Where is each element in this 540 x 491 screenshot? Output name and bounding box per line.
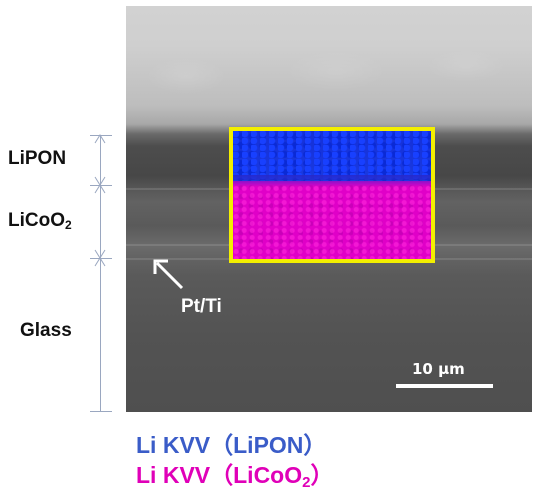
pointer-arrow-icon — [153, 259, 184, 290]
glass-layer-label: Glass — [20, 320, 72, 341]
legend-entry-licoo2: Li KVV（LiCoO2） — [136, 462, 334, 491]
licoo2-layer-label: LiCoO2 — [8, 210, 72, 232]
dimension-arrows — [94, 134, 106, 267]
lipon-map-region — [233, 131, 431, 181]
dimension-tick — [90, 258, 112, 259]
lipon-map-edge — [233, 175, 431, 187]
lipon-layer-label: LiPON — [8, 148, 67, 169]
dimension-tick — [90, 411, 112, 412]
dimension-line — [100, 135, 101, 412]
scale-bar — [396, 384, 493, 388]
dimension-tick — [90, 135, 112, 136]
element-map-frame — [229, 127, 435, 263]
legend-entry-lipon: Li KVV（LiPON） — [136, 432, 327, 458]
dimension-tick — [90, 185, 112, 186]
scale-bar-label: 10 μm — [412, 360, 465, 378]
micrograph — [126, 6, 532, 412]
pt-ti-label: Pt/Ti — [181, 296, 222, 317]
electrode-texture — [126, 6, 532, 124]
licoo2-map-region — [233, 185, 431, 259]
